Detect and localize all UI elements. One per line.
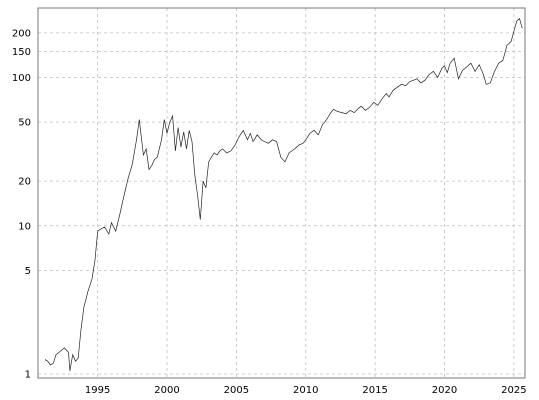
series-line: [44, 17, 523, 371]
x-tick-label: 2000: [154, 385, 179, 396]
x-tick-label: 2025: [501, 385, 526, 396]
y-tick-label: 100: [12, 73, 31, 84]
y-tick-label: 200: [12, 28, 31, 39]
y-tick-label: 1: [25, 370, 31, 381]
x-tick-label: 1995: [85, 385, 110, 396]
x-axis: 1995 2000 2005 2010 2015 2020 2025: [85, 385, 527, 396]
series-layer: [44, 17, 523, 371]
x-tick-label: 2015: [362, 385, 387, 396]
y-tick-label: 50: [18, 118, 31, 129]
y-axis: 1 5 10 20 50 100 150 200: [12, 28, 31, 380]
grid-lines: [38, 8, 525, 378]
y-tick-label: 10: [18, 221, 31, 232]
y-tick-label: 150: [12, 47, 31, 58]
y-tick-label: 20: [18, 177, 31, 188]
x-tick-label: 2020: [432, 385, 457, 396]
x-tick-label: 2010: [293, 385, 318, 396]
plot-frame: [37, 7, 526, 379]
x-tick-label: 2005: [224, 385, 249, 396]
y-tick-label: 5: [25, 266, 31, 277]
